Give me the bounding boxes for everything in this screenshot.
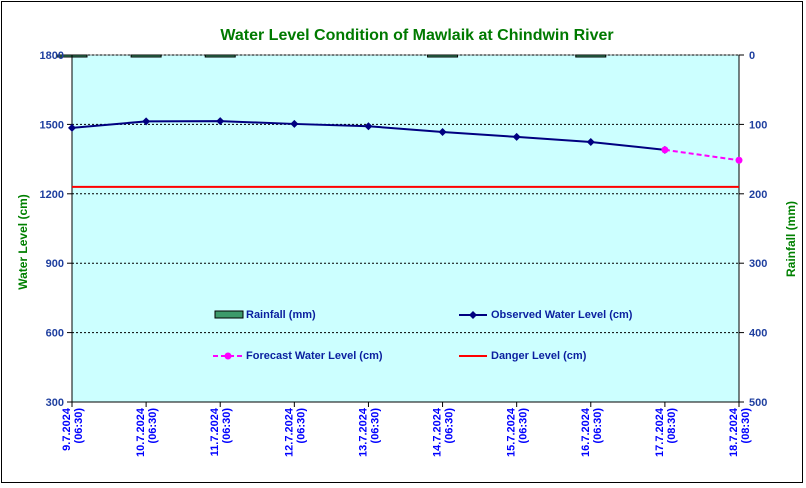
x-tick-labels: 9.7.2024 (06:30) 10.7.2024 (06:30) 11.7.2024… bbox=[61, 402, 752, 457]
x-tick-time: (06:30) bbox=[592, 408, 604, 444]
x-tick-date: 17.7.2024 bbox=[654, 407, 666, 457]
legend: Rainfall (mm) Observed Water Level (cm) … bbox=[213, 309, 633, 362]
rainfall-bar bbox=[427, 54, 459, 58]
legend-rainfall-label: Rainfall (mm) bbox=[246, 309, 316, 321]
y-tick-label: 300 bbox=[46, 397, 64, 409]
x-tick-date: 10.7.2024 bbox=[135, 407, 147, 457]
x-tick-time: (08:30) bbox=[666, 408, 678, 444]
forecast-series bbox=[661, 146, 743, 164]
x-tick-label: 11.7.2024 (06:30) bbox=[209, 407, 233, 456]
x-tick-time: (06:30) bbox=[444, 408, 456, 444]
x-tick-date: 18.7.2024 bbox=[728, 407, 740, 457]
y-tick-label: 1800 bbox=[40, 50, 64, 62]
x-tick-label: 13.7.2024 (06:30) bbox=[357, 407, 381, 457]
y-tick-label: 1200 bbox=[40, 189, 64, 201]
y-axis-label: Water Level (cm) bbox=[16, 194, 30, 290]
legend-forecast-label: Forecast Water Level (cm) bbox=[246, 350, 383, 362]
x-tick-date: 13.7.2024 bbox=[357, 407, 369, 457]
forecast-point bbox=[661, 146, 669, 154]
gridlines bbox=[72, 54, 739, 334]
x-tick-label: 9.7.2024 (06:30) bbox=[61, 407, 85, 451]
x-tick-time: (06:30) bbox=[147, 408, 159, 444]
y-tick-label: 600 bbox=[46, 328, 64, 340]
forecast-line bbox=[664, 148, 740, 162]
y2-tick-label: 0 bbox=[749, 50, 755, 62]
forecast-point bbox=[735, 156, 743, 164]
y2-tick-label: 500 bbox=[749, 397, 767, 409]
x-tick-label: 16.7.2024 (06:30) bbox=[580, 407, 604, 457]
y2-tick-label: 100 bbox=[749, 119, 767, 131]
left-tick-labels: 1800 1500 1200 900 600 300 bbox=[40, 50, 72, 409]
observed-point bbox=[290, 119, 299, 128]
observed-point bbox=[586, 137, 595, 146]
observed-point bbox=[216, 117, 225, 126]
chart-title: Water Level Condition of Mawlaik at Chin… bbox=[220, 27, 613, 44]
x-tick-time: (06:30) bbox=[221, 408, 233, 444]
x-tick-date: 12.7.2024 bbox=[283, 407, 295, 457]
y2-tick-label: 200 bbox=[749, 189, 767, 201]
observed-point bbox=[364, 122, 373, 131]
legend-rainfall-swatch bbox=[214, 310, 244, 319]
observed-point bbox=[142, 117, 151, 126]
y2-tick-label: 300 bbox=[749, 258, 767, 270]
y-tick-label: 1500 bbox=[40, 119, 64, 131]
observed-point bbox=[512, 132, 521, 141]
rainfall-bar bbox=[575, 54, 607, 58]
y-tick-label: 900 bbox=[46, 258, 64, 270]
legend-observed-label: Observed Water Level (cm) bbox=[491, 309, 633, 321]
rainfall-bar bbox=[204, 54, 236, 58]
x-tick-label: 12.7.2024 (06:30) bbox=[283, 407, 307, 457]
y2-axis-label: Rainfall (mm) bbox=[784, 201, 798, 277]
right-tick-labels: 0 100 200 300 400 500 bbox=[739, 50, 767, 409]
x-tick-time: (06:30) bbox=[369, 408, 381, 444]
legend-danger-label: Danger Level (cm) bbox=[491, 350, 587, 362]
x-tick-label: 15.7.2024 (06:30) bbox=[506, 407, 530, 457]
x-tick-time: (06:30) bbox=[518, 408, 530, 444]
observed-point bbox=[68, 123, 76, 132]
x-tick-date: 15.7.2024 bbox=[506, 407, 518, 457]
x-tick-date: 11.7.2024 bbox=[209, 407, 221, 456]
plot-area bbox=[71, 54, 740, 403]
x-tick-time: (08:30) bbox=[740, 408, 752, 444]
x-tick-time: (06:30) bbox=[295, 408, 307, 444]
x-tick-date: 14.7.2024 bbox=[432, 407, 444, 457]
y2-tick-label: 400 bbox=[749, 328, 767, 340]
x-tick-date: 16.7.2024 bbox=[580, 407, 592, 457]
x-tick-label: 14.7.2024 (06:30) bbox=[432, 407, 456, 457]
x-tick-time: (06:30) bbox=[73, 408, 85, 444]
x-tick-label: 17.7.2024 (08:30) bbox=[654, 407, 678, 457]
observed-point bbox=[438, 128, 447, 137]
x-tick-label: 18.7.2024 (08:30) bbox=[728, 407, 752, 457]
x-tick-label: 10.7.2024 (06:30) bbox=[135, 407, 159, 457]
rainfall-bar bbox=[130, 54, 162, 58]
x-tick-date: 9.7.2024 bbox=[61, 407, 73, 451]
legend-observed-marker bbox=[469, 311, 477, 319]
legend-forecast-marker bbox=[224, 352, 232, 360]
